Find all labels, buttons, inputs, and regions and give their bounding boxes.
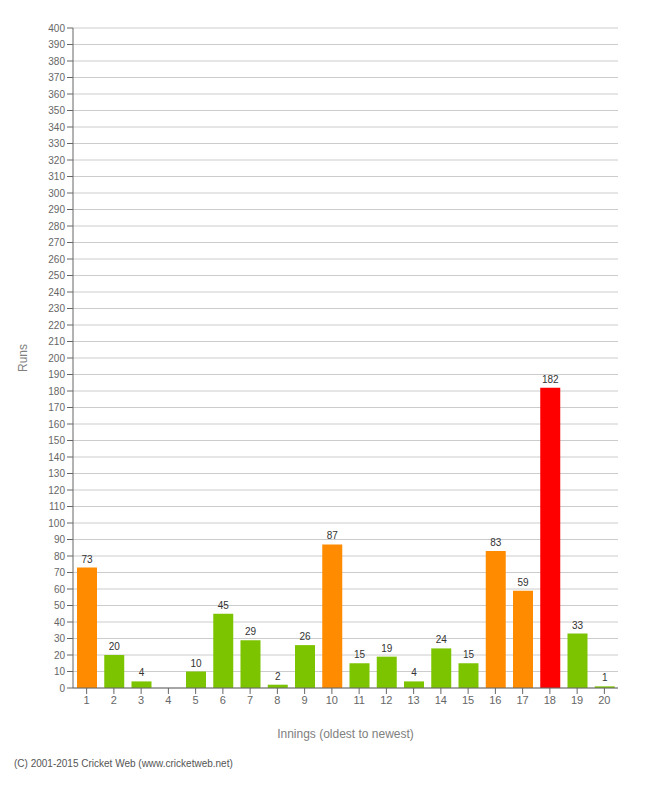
svg-text:10: 10 xyxy=(190,658,202,669)
svg-text:4: 4 xyxy=(139,667,145,678)
svg-text:1: 1 xyxy=(84,694,90,706)
svg-text:4: 4 xyxy=(165,694,171,706)
svg-text:59: 59 xyxy=(517,577,529,588)
svg-text:210: 210 xyxy=(48,336,65,347)
svg-text:19: 19 xyxy=(381,643,393,654)
svg-text:17: 17 xyxy=(517,694,529,706)
svg-text:10: 10 xyxy=(54,666,66,677)
svg-text:20: 20 xyxy=(54,650,66,661)
svg-text:45: 45 xyxy=(218,600,230,611)
svg-text:90: 90 xyxy=(54,534,66,545)
svg-text:60: 60 xyxy=(54,584,66,595)
svg-text:100: 100 xyxy=(48,518,65,529)
svg-text:87: 87 xyxy=(327,530,339,541)
svg-text:150: 150 xyxy=(48,435,65,446)
svg-text:15: 15 xyxy=(462,694,474,706)
svg-text:12: 12 xyxy=(380,694,392,706)
svg-text:240: 240 xyxy=(48,287,65,298)
svg-text:30: 30 xyxy=(54,633,66,644)
svg-text:13: 13 xyxy=(408,694,420,706)
svg-text:33: 33 xyxy=(572,620,584,631)
svg-text:29: 29 xyxy=(245,626,257,637)
svg-text:360: 360 xyxy=(48,89,65,100)
svg-text:290: 290 xyxy=(48,204,65,215)
svg-text:170: 170 xyxy=(48,402,65,413)
svg-text:280: 280 xyxy=(48,221,65,232)
svg-text:4: 4 xyxy=(411,667,417,678)
svg-text:19: 19 xyxy=(571,694,583,706)
svg-text:160: 160 xyxy=(48,419,65,430)
svg-text:7: 7 xyxy=(247,694,253,706)
svg-text:120: 120 xyxy=(48,485,65,496)
svg-text:2: 2 xyxy=(275,671,281,682)
svg-text:18: 18 xyxy=(544,694,556,706)
svg-text:15: 15 xyxy=(463,649,475,660)
svg-text:6: 6 xyxy=(220,694,226,706)
svg-text:15: 15 xyxy=(354,649,366,660)
svg-text:390: 390 xyxy=(48,39,65,50)
svg-text:8: 8 xyxy=(274,694,280,706)
svg-text:73: 73 xyxy=(81,554,93,565)
svg-text:2: 2 xyxy=(111,694,117,706)
svg-text:230: 230 xyxy=(48,303,65,314)
svg-text:Runs: Runs xyxy=(16,344,30,372)
svg-text:20: 20 xyxy=(109,641,121,652)
svg-text:5: 5 xyxy=(193,694,199,706)
svg-text:26: 26 xyxy=(299,631,311,642)
svg-text:0: 0 xyxy=(59,683,65,694)
svg-text:14: 14 xyxy=(435,694,447,706)
svg-text:380: 380 xyxy=(48,56,65,67)
svg-text:130: 130 xyxy=(48,468,65,479)
svg-text:220: 220 xyxy=(48,320,65,331)
svg-text:1: 1 xyxy=(602,672,608,683)
svg-text:140: 140 xyxy=(48,452,65,463)
svg-text:83: 83 xyxy=(490,537,502,548)
svg-text:11: 11 xyxy=(353,694,364,706)
html-text:(C) 2001-2015 Cricket Web (www: (C) 2001-2015 Cricket Web (www.cricketwe… xyxy=(14,758,233,769)
svg-text:110: 110 xyxy=(49,501,65,512)
svg-text:400: 400 xyxy=(48,23,65,34)
svg-text:270: 270 xyxy=(48,237,65,248)
svg-text:Innings (oldest to newest): Innings (oldest to newest) xyxy=(277,727,414,741)
svg-text:20: 20 xyxy=(598,694,610,706)
svg-text:182: 182 xyxy=(542,374,559,385)
svg-text:370: 370 xyxy=(48,72,65,83)
svg-text:260: 260 xyxy=(48,254,65,265)
svg-text:3: 3 xyxy=(138,694,144,706)
svg-text:70: 70 xyxy=(54,567,66,578)
svg-text:10: 10 xyxy=(326,694,338,706)
svg-text:310: 310 xyxy=(48,171,65,182)
svg-text:50: 50 xyxy=(54,600,66,611)
svg-text:180: 180 xyxy=(48,386,65,397)
svg-text:200: 200 xyxy=(48,353,65,364)
svg-text:16: 16 xyxy=(489,694,501,706)
svg-text:300: 300 xyxy=(48,188,65,199)
svg-text:330: 330 xyxy=(48,138,65,149)
svg-text:340: 340 xyxy=(48,122,65,133)
svg-text:250: 250 xyxy=(48,270,65,281)
svg-text:40: 40 xyxy=(54,617,66,628)
svg-text:320: 320 xyxy=(48,155,65,166)
svg-text:350: 350 xyxy=(48,105,65,116)
svg-text:80: 80 xyxy=(54,551,66,562)
svg-text:9: 9 xyxy=(302,694,308,706)
svg-text:24: 24 xyxy=(436,634,448,645)
svg-text:190: 190 xyxy=(48,369,65,380)
